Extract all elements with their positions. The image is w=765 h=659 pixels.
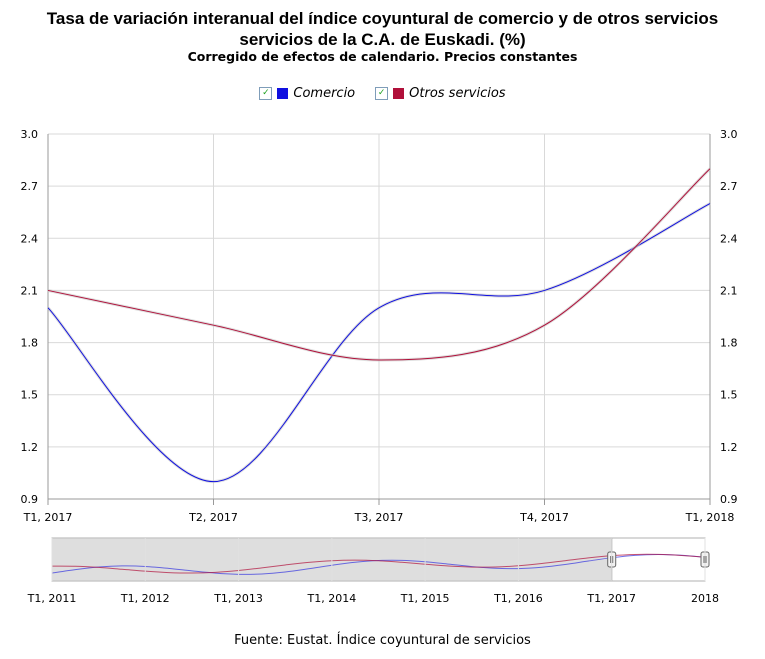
data-point-comercio bbox=[708, 201, 713, 206]
x-tick-label: T4, 2017 bbox=[519, 511, 569, 524]
y-tick-label-left: 0.9 bbox=[21, 493, 39, 506]
y-tick-label-right: 2.7 bbox=[720, 180, 738, 193]
data-point-comercio bbox=[542, 288, 547, 293]
legend-swatch-comercio bbox=[277, 88, 289, 99]
chart-subtitle: Corregido de efectos de calendario. Prec… bbox=[187, 49, 578, 64]
data-point-otros-servicios bbox=[708, 166, 713, 171]
data-point-otros-servicios bbox=[46, 288, 51, 293]
y-tick-label-left: 2.4 bbox=[21, 232, 39, 245]
chart-title-line2: servicios de la C.A. de Euskadi. (%) bbox=[239, 30, 526, 49]
y-tick-label-left: 2.1 bbox=[21, 284, 39, 297]
y-tick-label-right: 1.8 bbox=[720, 337, 738, 350]
navigator-label: T1, 2017 bbox=[586, 592, 636, 605]
y-tick-label-left: 2.7 bbox=[21, 180, 39, 193]
x-tick-label: T1, 2017 bbox=[23, 511, 73, 524]
navigator-series-otros-servicios bbox=[51, 553, 706, 574]
x-tick-label: T3, 2017 bbox=[354, 511, 404, 524]
navigator-label: T1, 2016 bbox=[493, 592, 543, 605]
y-tick-label-right: 3.0 bbox=[720, 128, 738, 141]
y-tick-label-left: 1.2 bbox=[21, 441, 39, 454]
legend-item-comercio[interactable]: ✓ Comercio bbox=[259, 86, 355, 101]
series-line-otros-servicios bbox=[47, 168, 711, 361]
legend-swatch-otros-servicios bbox=[393, 88, 405, 99]
y-tick-label-right: 0.9 bbox=[720, 493, 738, 506]
data-point-otros-servicios bbox=[211, 323, 216, 328]
data-point-comercio bbox=[211, 479, 216, 484]
data-point-comercio bbox=[46, 305, 51, 310]
series-line-comercio bbox=[47, 203, 711, 483]
y-tick-label-left: 3.0 bbox=[21, 128, 39, 141]
y-tick-label-right: 2.1 bbox=[720, 284, 738, 297]
legend-checkbox-comercio[interactable]: ✓ bbox=[259, 87, 273, 100]
chart-title-line1: Tasa de variación interanual del índice … bbox=[46, 9, 719, 28]
legend-label-comercio: Comercio bbox=[293, 86, 356, 101]
navigator-label: T1, 2012 bbox=[120, 592, 170, 605]
navigator-label: 2018 bbox=[691, 592, 719, 605]
data-point-otros-servicios bbox=[377, 357, 382, 362]
legend-item-otros-servicios[interactable]: ✓ Otros servicios bbox=[375, 86, 506, 101]
navigator-label: T1, 2013 bbox=[213, 592, 263, 605]
y-tick-label-left: 1.8 bbox=[21, 337, 39, 350]
data-point-comercio bbox=[377, 305, 382, 310]
navigator-label: T1, 2011 bbox=[27, 592, 77, 605]
legend-label-otros-servicios: Otros servicios bbox=[409, 86, 506, 101]
legend-checkbox-otros-servicios[interactable]: ✓ bbox=[375, 87, 389, 100]
x-tick-label: T1, 2018 bbox=[685, 511, 735, 524]
y-tick-label-left: 1.5 bbox=[21, 389, 39, 402]
chart-title: Tasa de variación interanual del índice … bbox=[0, 8, 765, 50]
legend: ✓ Comercio ✓ Otros servicios bbox=[0, 86, 765, 101]
x-tick-label: T2, 2017 bbox=[188, 511, 238, 524]
y-tick-label-right: 2.4 bbox=[720, 232, 738, 245]
navigator-label: T1, 2015 bbox=[400, 592, 450, 605]
source-footer: Fuente: Eustat. Índice coyuntural de ser… bbox=[234, 633, 531, 648]
y-tick-label-right: 1.2 bbox=[720, 441, 738, 454]
navigator-label: T1, 2014 bbox=[306, 592, 356, 605]
data-point-otros-servicios bbox=[542, 323, 547, 328]
y-tick-label-right: 1.5 bbox=[720, 389, 738, 402]
